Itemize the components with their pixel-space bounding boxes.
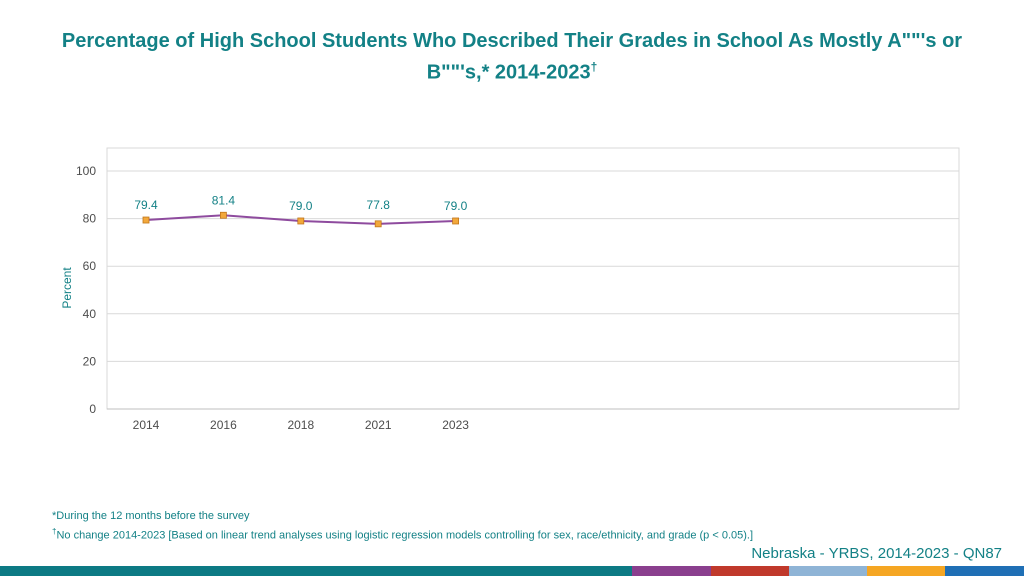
y-axis-title: Percent (60, 267, 74, 309)
y-tick-label: 40 (83, 307, 97, 321)
footnote-trend-text: No change 2014-2023 [Based on linear tre… (56, 529, 754, 542)
footnote-during-12-months: *During the 12 months before the survey (52, 510, 250, 522)
data-label: 77.8 (367, 198, 391, 212)
footnote-trend-analysis: †No change 2014-2023 [Based on linear tr… (52, 524, 753, 544)
bottom-bar-segment (867, 566, 945, 576)
data-label: 79.0 (444, 199, 468, 213)
footnote-dagger: † (52, 527, 57, 536)
y-tick-label: 0 (89, 402, 96, 416)
x-tick-label: 2023 (442, 418, 469, 432)
footnotes: *During the 12 months before the survey … (52, 509, 753, 544)
chart-title-mark: † (590, 60, 598, 74)
data-point-marker (452, 217, 460, 225)
x-tick-label: 2016 (210, 418, 237, 432)
y-tick-label: 100 (76, 164, 96, 178)
y-tick-label: 20 (83, 354, 97, 368)
x-tick-label: 2014 (133, 418, 160, 432)
data-label: 81.4 (212, 193, 236, 207)
plot-area (106, 147, 960, 410)
data-point-marker (142, 216, 150, 224)
source-label: Nebraska - YRBS, 2014-2023 - QN87 (751, 545, 1002, 562)
bottom-bar-segment (945, 566, 1024, 576)
data-point-marker (219, 211, 227, 219)
data-point-marker (297, 217, 305, 225)
bottom-bar-segment (789, 566, 867, 576)
data-point-marker (374, 220, 382, 228)
bottom-bar-segment (711, 566, 789, 576)
chart-title-text: Percentage of High School Students Who D… (61, 30, 963, 84)
data-label: 79.4 (134, 198, 158, 212)
bottom-bar-segment (632, 566, 711, 576)
data-label: 79.0 (289, 199, 313, 213)
chart-title: Percentage of High School Students Who D… (40, 28, 984, 86)
bottom-color-bar (0, 566, 1024, 576)
y-tick-label: 60 (83, 259, 97, 273)
x-tick-label: 2018 (287, 418, 314, 432)
x-tick-label: 2021 (365, 418, 392, 432)
y-tick-label: 80 (83, 212, 97, 226)
bottom-bar-segment (0, 566, 632, 576)
